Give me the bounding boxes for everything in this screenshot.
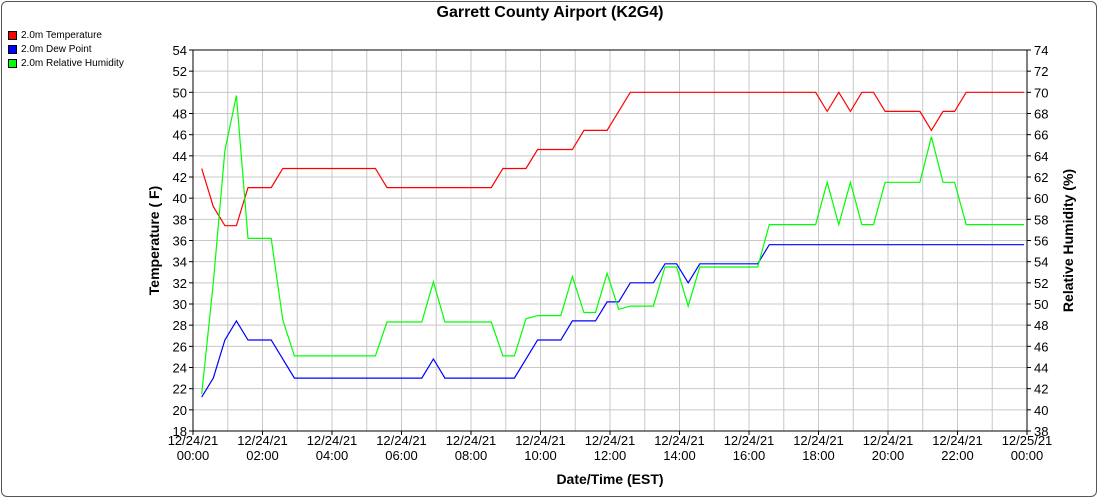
x-tick-time: 16:00 (733, 448, 766, 463)
right-tick-label: 54 (1034, 255, 1048, 270)
legend: 2.0m Temperature 2.0m Dew Point 2.0m Rel… (8, 28, 124, 70)
grid-lines (192, 49, 1028, 432)
x-tick-date: 12/24/21 (793, 433, 844, 448)
legend-swatch-dew-point (8, 44, 17, 54)
dew-point-line (201, 244, 1025, 398)
temperature-line (201, 91, 1025, 227)
x-tick-date: 12/24/21 (585, 433, 636, 448)
left-tick-label: 48 (173, 107, 187, 122)
right-tick-label: 74 (1034, 43, 1048, 58)
left-tick-label: 18 (173, 424, 187, 439)
left-tick-label: 52 (173, 64, 187, 79)
relative-humidity-line (201, 95, 1025, 395)
left-tick-label: 40 (173, 191, 187, 206)
y-axis-left-label: Temperature ( F) (146, 186, 162, 295)
x-axis-ticks: 12/24/2100:0012/24/2102:0012/24/2104:001… (168, 431, 1053, 463)
legend-label-temperature: 2.0m Temperature (21, 29, 102, 41)
right-tick-label: 46 (1034, 339, 1048, 354)
x-tick-time: 22:00 (941, 448, 974, 463)
x-tick-date: 12/24/21 (168, 433, 219, 448)
x-tick-date: 12/24/21 (863, 433, 914, 448)
right-tick-label: 64 (1034, 149, 1048, 164)
left-tick-label: 24 (173, 361, 187, 376)
x-tick-time: 10:00 (524, 448, 557, 463)
x-tick-date: 12/24/21 (446, 433, 497, 448)
x-tick-date: 12/24/21 (515, 433, 566, 448)
legend-label-dew-point: 2.0m Dew Point (21, 43, 92, 55)
left-tick-label: 44 (173, 149, 187, 164)
right-tick-label: 72 (1034, 64, 1048, 79)
right-tick-label: 52 (1034, 276, 1048, 291)
left-tick-label: 54 (173, 43, 187, 58)
left-tick-label: 42 (173, 170, 187, 185)
right-tick-label: 50 (1034, 297, 1048, 312)
left-tick-label: 46 (173, 128, 187, 143)
x-tick-time: 02:00 (246, 448, 279, 463)
left-tick-label: 30 (173, 297, 187, 312)
right-tick-label: 68 (1034, 107, 1048, 122)
right-tick-label: 70 (1034, 85, 1048, 100)
right-tick-label: 44 (1034, 361, 1048, 376)
y-axis-right-label: Relative Humidity (%) (1060, 169, 1076, 312)
right-tick-label: 42 (1034, 382, 1048, 397)
legend-swatch-temperature (8, 30, 17, 40)
x-tick-time: 00:00 (1011, 448, 1044, 463)
x-tick-date: 12/24/21 (654, 433, 705, 448)
x-tick-time: 14:00 (663, 448, 696, 463)
x-tick-date: 12/24/21 (307, 433, 358, 448)
legend-item-dew-point: 2.0m Dew Point (8, 42, 124, 56)
right-tick-label: 58 (1034, 212, 1048, 227)
left-tick-label: 32 (173, 276, 187, 291)
x-axis-label: Date/Time (EST) (556, 471, 663, 487)
right-axis-ticks: 38 40 42 44 46 48 50 52 54 56 58 60 62 64 66 68 70 72 74 (1027, 43, 1048, 439)
x-tick-date: 12/25/21 (1002, 433, 1053, 448)
left-tick-label: 28 (173, 318, 187, 333)
left-tick-label: 34 (173, 255, 187, 270)
left-tick-label: 50 (173, 85, 187, 100)
legend-item-relative-humidity: 2.0m Relative Humidity (8, 56, 124, 70)
x-tick-date: 12/24/21 (932, 433, 983, 448)
left-tick-label: 26 (173, 339, 187, 354)
right-tick-label: 48 (1034, 318, 1048, 333)
x-tick-time: 18:00 (802, 448, 835, 463)
x-tick-time: 06:00 (385, 448, 418, 463)
right-tick-label: 66 (1034, 128, 1048, 143)
left-tick-label: 36 (173, 234, 187, 249)
right-tick-label: 60 (1034, 191, 1048, 206)
left-axis-ticks: 18 20 22 24 26 28 30 32 34 36 38 40 42 44 46 48 50 52 54 (173, 43, 193, 439)
legend-swatch-relative-humidity (8, 58, 17, 68)
right-tick-label: 40 (1034, 403, 1048, 418)
legend-item-temperature: 2.0m Temperature (8, 28, 124, 42)
left-tick-label: 38 (173, 212, 187, 227)
x-tick-time: 04:00 (316, 448, 349, 463)
x-tick-time: 00:00 (177, 448, 210, 463)
right-tick-label: 38 (1034, 424, 1048, 439)
chart-title: Garrett County Airport (K2G4) (436, 4, 664, 21)
legend-label-relative-humidity: 2.0m Relative Humidity (21, 57, 124, 69)
x-tick-time: 12:00 (594, 448, 627, 463)
x-tick-date: 12/24/21 (376, 433, 427, 448)
right-tick-label: 62 (1034, 170, 1048, 185)
right-tick-label: 56 (1034, 234, 1048, 249)
left-tick-label: 22 (173, 382, 187, 397)
series-lines (201, 91, 1025, 398)
x-tick-time: 20:00 (872, 448, 905, 463)
x-tick-date: 12/24/21 (237, 433, 288, 448)
left-tick-label: 20 (173, 403, 187, 418)
x-tick-date: 12/24/21 (724, 433, 775, 448)
x-tick-time: 08:00 (455, 448, 488, 463)
